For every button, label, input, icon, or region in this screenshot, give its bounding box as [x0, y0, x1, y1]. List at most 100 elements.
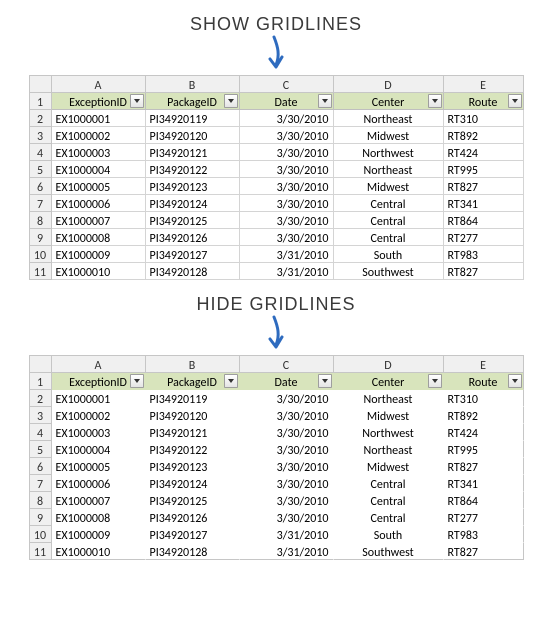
row-header-3[interactable]: 3 [30, 407, 52, 424]
cell[interactable]: 3/30/2010 [240, 229, 334, 246]
cell[interactable]: RT277 [444, 229, 524, 246]
table-header-center[interactable]: Center [334, 373, 444, 390]
cell[interactable]: Southwest [334, 263, 444, 280]
cell[interactable]: EX1000006 [52, 475, 146, 492]
cell[interactable]: 3/30/2010 [240, 458, 334, 475]
cell[interactable]: RT864 [444, 212, 524, 229]
cell[interactable]: RT995 [444, 161, 524, 178]
table-header-date[interactable]: Date [240, 373, 334, 390]
cell[interactable]: RT827 [444, 178, 524, 195]
cell[interactable]: RT827 [444, 458, 524, 475]
cell[interactable]: 3/30/2010 [240, 407, 334, 424]
cell[interactable]: RT983 [444, 246, 524, 263]
cell[interactable]: Northeast [334, 441, 444, 458]
cell[interactable]: 3/30/2010 [240, 390, 334, 407]
cell[interactable]: RT827 [444, 263, 524, 280]
table-header-packageid[interactable]: PackageID [146, 93, 240, 110]
cell[interactable]: EX1000002 [52, 407, 146, 424]
row-header-8[interactable]: 8 [30, 492, 52, 509]
cell[interactable]: EX1000007 [52, 212, 146, 229]
cell[interactable]: Midwest [334, 407, 444, 424]
spreadsheet-gridlines-on[interactable]: ABCDE1ExceptionIDPackageIDDateCenterRout… [29, 75, 524, 280]
cell[interactable]: RT892 [444, 127, 524, 144]
spreadsheet-gridlines-off[interactable]: ABCDE1ExceptionIDPackageIDDateCenterRout… [29, 355, 524, 560]
column-header-D[interactable]: D [334, 76, 444, 93]
cell[interactable]: EX1000003 [52, 424, 146, 441]
cell[interactable]: PI34920128 [146, 543, 240, 560]
cell[interactable]: EX1000004 [52, 161, 146, 178]
cell[interactable]: Northeast [334, 161, 444, 178]
filter-dropdown-icon[interactable] [508, 94, 522, 108]
cell[interactable]: Midwest [334, 458, 444, 475]
table-header-exceptionid[interactable]: ExceptionID [52, 373, 146, 390]
cell[interactable]: RT424 [444, 424, 524, 441]
column-header-B[interactable]: B [146, 76, 240, 93]
row-header-2[interactable]: 2 [30, 390, 52, 407]
cell[interactable]: 3/30/2010 [240, 144, 334, 161]
cell[interactable]: EX1000005 [52, 178, 146, 195]
row-header-5[interactable]: 5 [30, 441, 52, 458]
cell[interactable]: PI34920121 [146, 424, 240, 441]
cell[interactable]: 3/30/2010 [240, 492, 334, 509]
cell[interactable]: 3/31/2010 [240, 526, 334, 543]
cell[interactable]: 3/30/2010 [240, 127, 334, 144]
row-header-7[interactable]: 7 [30, 475, 52, 492]
column-header-E[interactable]: E [444, 76, 524, 93]
cell[interactable]: 3/31/2010 [240, 543, 334, 560]
cell[interactable]: Northwest [334, 424, 444, 441]
row-header-10[interactable]: 10 [30, 526, 52, 543]
cell[interactable]: Central [334, 509, 444, 526]
row-header-6[interactable]: 6 [30, 458, 52, 475]
cell[interactable]: Midwest [334, 127, 444, 144]
row-header-4[interactable]: 4 [30, 144, 52, 161]
table-header-route[interactable]: Route [444, 93, 524, 110]
cell[interactable]: PI34920124 [146, 475, 240, 492]
cell[interactable]: EX1000002 [52, 127, 146, 144]
cell[interactable]: PI34920123 [146, 458, 240, 475]
cell[interactable]: 3/30/2010 [240, 110, 334, 127]
cell[interactable]: 3/30/2010 [240, 424, 334, 441]
row-header-10[interactable]: 10 [30, 246, 52, 263]
cell[interactable]: South [334, 246, 444, 263]
cell[interactable]: PI34920128 [146, 263, 240, 280]
row-header-11[interactable]: 11 [30, 263, 52, 280]
cell[interactable]: Central [334, 195, 444, 212]
cell[interactable]: 3/30/2010 [240, 178, 334, 195]
cell[interactable]: 3/30/2010 [240, 212, 334, 229]
cell[interactable]: 3/30/2010 [240, 475, 334, 492]
column-header-E[interactable]: E [444, 356, 524, 373]
cell[interactable]: EX1000005 [52, 458, 146, 475]
select-all-corner[interactable] [30, 356, 52, 373]
filter-dropdown-icon[interactable] [318, 374, 332, 388]
row-header-11[interactable]: 11 [30, 543, 52, 560]
cell[interactable]: PI34920124 [146, 195, 240, 212]
table-header-packageid[interactable]: PackageID [146, 373, 240, 390]
column-header-B[interactable]: B [146, 356, 240, 373]
cell[interactable]: Central [334, 229, 444, 246]
cell[interactable]: Midwest [334, 178, 444, 195]
cell[interactable]: EX1000010 [52, 543, 146, 560]
cell[interactable]: PI34920119 [146, 390, 240, 407]
cell[interactable]: EX1000008 [52, 229, 146, 246]
filter-dropdown-icon[interactable] [224, 94, 238, 108]
select-all-corner[interactable] [30, 76, 52, 93]
cell[interactable]: RT424 [444, 144, 524, 161]
cell[interactable]: PI34920120 [146, 407, 240, 424]
row-header-5[interactable]: 5 [30, 161, 52, 178]
table-header-date[interactable]: Date [240, 93, 334, 110]
cell[interactable]: Central [334, 475, 444, 492]
cell[interactable]: PI34920121 [146, 144, 240, 161]
cell[interactable]: PI34920122 [146, 441, 240, 458]
cell[interactable]: EX1000006 [52, 195, 146, 212]
cell[interactable]: PI34920120 [146, 127, 240, 144]
column-header-C[interactable]: C [240, 356, 334, 373]
cell[interactable]: RT983 [444, 526, 524, 543]
cell[interactable]: EX1000009 [52, 246, 146, 263]
cell[interactable]: EX1000004 [52, 441, 146, 458]
cell[interactable]: EX1000003 [52, 144, 146, 161]
filter-dropdown-icon[interactable] [130, 94, 144, 108]
cell[interactable]: 3/30/2010 [240, 161, 334, 178]
cell[interactable]: 3/30/2010 [240, 195, 334, 212]
row-header-9[interactable]: 9 [30, 509, 52, 526]
cell[interactable]: 3/30/2010 [240, 441, 334, 458]
